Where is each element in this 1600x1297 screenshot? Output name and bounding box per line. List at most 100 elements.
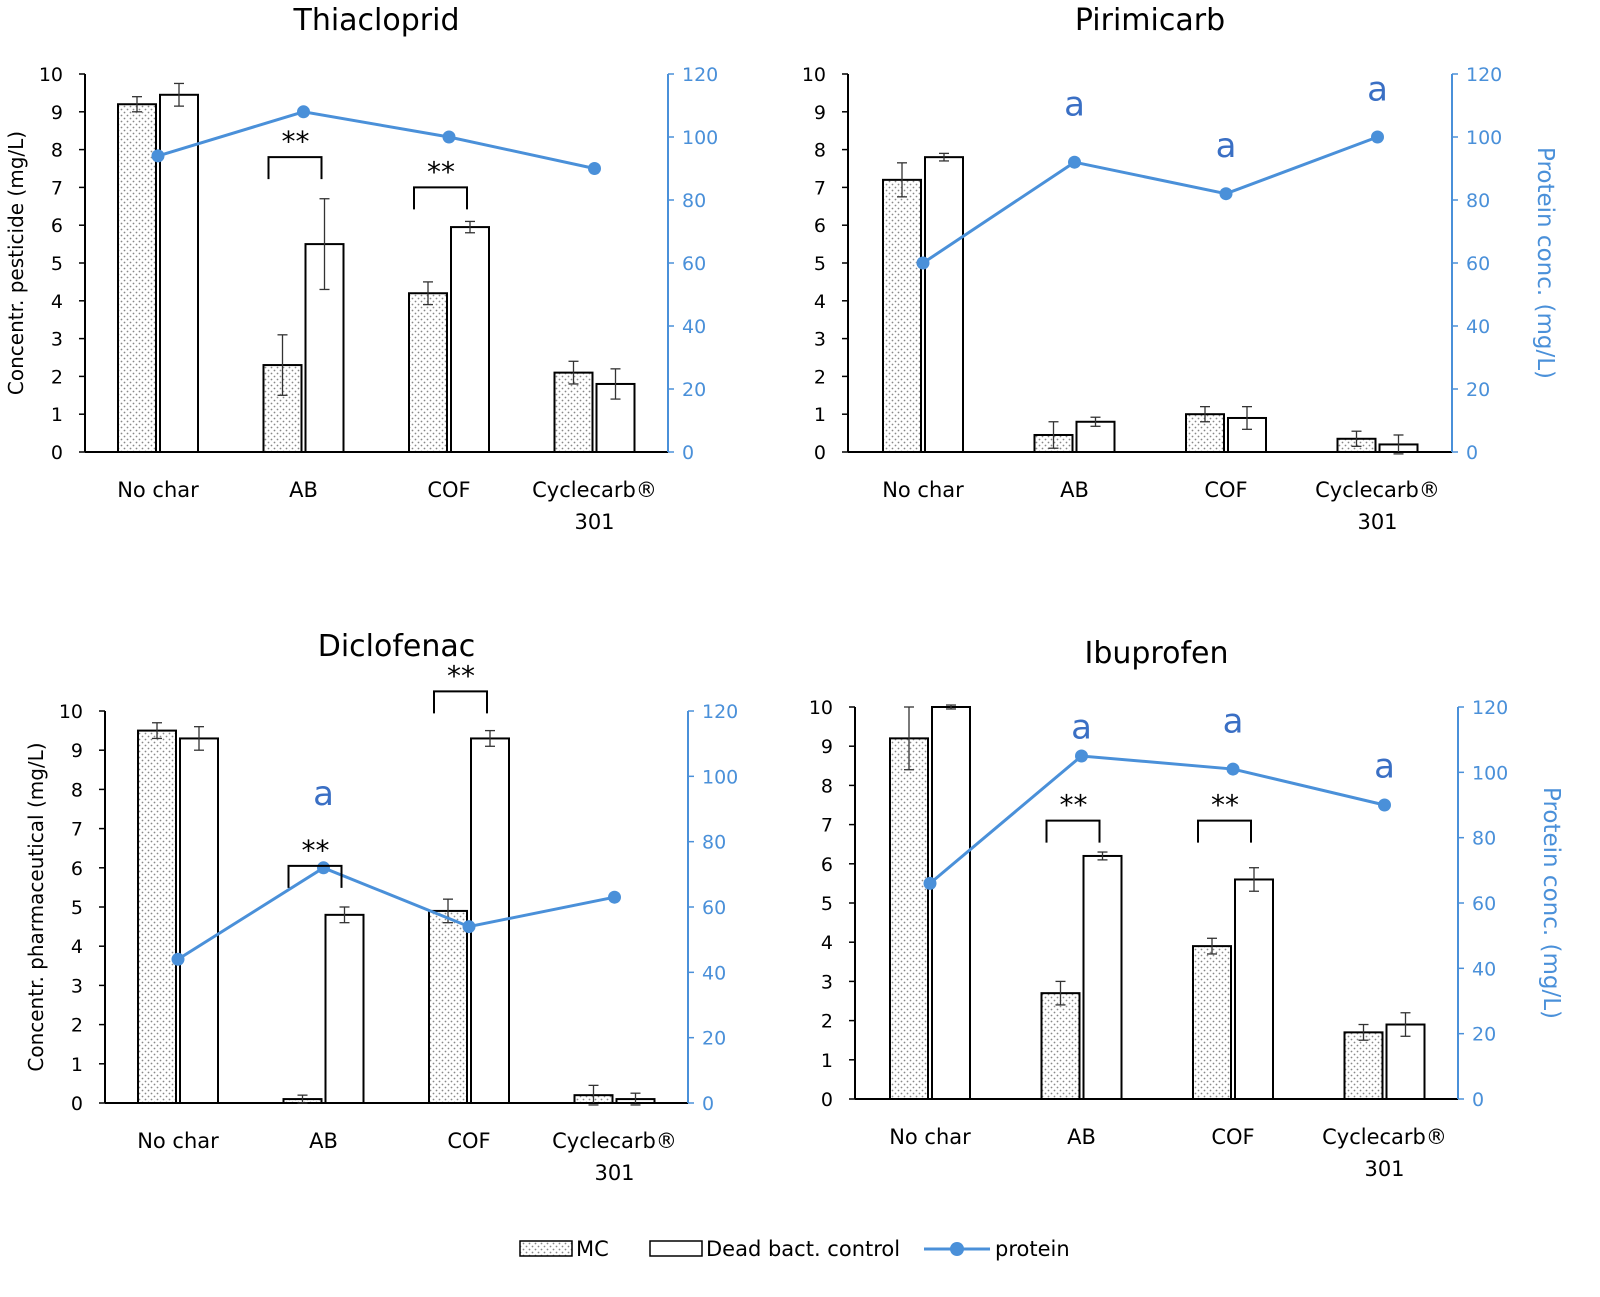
- y-axis-label: Concentr. pesticide (mg/L): [4, 131, 28, 395]
- y-tick-label: 8: [814, 140, 826, 162]
- y-tick-label: 3: [814, 329, 826, 351]
- panel-diclofenac: Diclofenac012345678910020406080100120Con…: [24, 629, 738, 1185]
- bar-mc: [1192, 945, 1232, 1100]
- significance-bracket: [287, 864, 343, 888]
- protein-point: [1378, 798, 1391, 812]
- bar-mc: [889, 737, 929, 1100]
- x-tick-label: 301: [1364, 1157, 1404, 1181]
- bar-dead-control: [1082, 854, 1123, 1101]
- protein-point: [1075, 749, 1088, 763]
- y-right-tick-label: 20: [702, 1028, 726, 1050]
- bar-dead-control: [179, 737, 219, 1104]
- bar-dead-control: [1385, 1023, 1426, 1101]
- y-tick-label: 5: [814, 253, 826, 275]
- legend-label-dead: Dead bact. control: [706, 1237, 900, 1261]
- significance-label: **: [427, 155, 455, 188]
- group-letter-label: a: [1367, 69, 1388, 109]
- y-right-tick-label: 120: [702, 701, 738, 723]
- y-tick-label: 8: [821, 775, 833, 797]
- significance-bracket: [267, 156, 323, 180]
- x-tick-label: AB: [289, 478, 318, 502]
- y-tick-label: 0: [51, 442, 63, 464]
- y-right-tick-label: 20: [682, 379, 706, 401]
- x-tick-label: COF: [1211, 1125, 1254, 1149]
- y-tick-label: 3: [821, 971, 833, 993]
- x-tick-label: 301: [1357, 510, 1397, 534]
- y-right-tick-label: 60: [1466, 253, 1490, 275]
- protein-point: [1371, 130, 1384, 144]
- protein-point: [297, 105, 310, 119]
- bar-mc: [553, 371, 594, 453]
- bar-dead-control: [931, 706, 971, 1100]
- y-tick-label: 9: [51, 102, 63, 124]
- y-right-tick-label: 0: [702, 1093, 714, 1115]
- y-tick-label: 2: [821, 1011, 833, 1033]
- y-right-tick-label: 60: [702, 897, 726, 919]
- y-right-tick-label: 80: [702, 832, 726, 854]
- y-tick-label: 3: [71, 975, 83, 997]
- panel-pirimicarb: Pirimicarb012345678910020406080100120Pro…: [802, 3, 1558, 534]
- protein-point: [916, 256, 930, 270]
- x-tick-label: AB: [1060, 478, 1089, 502]
- y-tick-label: 1: [51, 404, 63, 426]
- y-axis-right-label: Protein conc. (mg/L): [1532, 147, 1558, 379]
- bar-mc: [1343, 1031, 1384, 1100]
- y-right-tick-label: 60: [1472, 893, 1496, 915]
- chart-title: Diclofenac: [318, 629, 476, 664]
- bar-mc: [137, 729, 177, 1104]
- bar-mc: [117, 103, 157, 454]
- y-right-tick-label: 100: [682, 127, 718, 149]
- significance-bracket: [433, 690, 488, 714]
- group-letter-label: a: [1223, 701, 1244, 741]
- y-tick-label: 6: [71, 858, 83, 880]
- protein-point: [442, 130, 456, 144]
- y-tick-label: 9: [814, 102, 826, 124]
- y-tick-label: 7: [51, 177, 63, 199]
- group-letter-label: a: [313, 774, 334, 814]
- y-right-tick-label: 40: [1472, 958, 1496, 980]
- y-right-tick-label: 80: [682, 190, 706, 212]
- y-tick-label: 4: [821, 932, 833, 954]
- x-tick-label: AB: [309, 1129, 338, 1153]
- y-tick-label: 5: [821, 893, 833, 915]
- protein-point: [923, 876, 937, 890]
- legend-label-mc: MC: [576, 1237, 609, 1261]
- significance-bracket: [1045, 819, 1101, 843]
- significance-label: **: [282, 125, 310, 158]
- group-letter-label: a: [1374, 747, 1395, 787]
- protein-line: [929, 754, 1385, 885]
- x-tick-label: No char: [117, 478, 199, 502]
- y-right-tick-label: 80: [1472, 828, 1496, 850]
- y-tick-label: 8: [51, 140, 63, 162]
- y-tick-label: 10: [809, 697, 833, 719]
- chart-title: Pirimicarb: [1075, 3, 1225, 38]
- protein-point: [1068, 155, 1081, 169]
- y-tick-label: 2: [71, 1015, 83, 1037]
- y-tick-label: 1: [821, 1050, 833, 1072]
- bar-dead-control: [1234, 878, 1274, 1100]
- chart-title: Thiacloprid: [293, 3, 460, 38]
- x-tick-label: AB: [1067, 1125, 1096, 1149]
- significance-label: **: [302, 834, 330, 867]
- x-tick-label: Cyclecarb®: [1315, 478, 1440, 502]
- y-tick-label: 4: [51, 291, 63, 313]
- significance-label: **: [447, 659, 475, 692]
- significance-label: **: [1060, 789, 1088, 822]
- y-tick-label: 1: [814, 404, 826, 426]
- y-right-tick-label: 120: [1472, 697, 1508, 719]
- y-tick-label: 6: [814, 215, 826, 237]
- y-tick-label: 4: [71, 936, 83, 958]
- bar-dead-control: [450, 226, 490, 453]
- y-tick-label: 0: [821, 1089, 833, 1111]
- bar-dead-control: [324, 913, 365, 1105]
- protein-point: [171, 952, 185, 966]
- protein-point: [317, 861, 330, 875]
- y-right-tick-label: 120: [1466, 64, 1502, 86]
- y-tick-label: 2: [814, 366, 826, 388]
- protein-point: [1226, 762, 1240, 776]
- y-tick-label: 5: [51, 253, 63, 275]
- protein-line: [177, 866, 615, 961]
- y-right-tick-label: 100: [702, 766, 738, 788]
